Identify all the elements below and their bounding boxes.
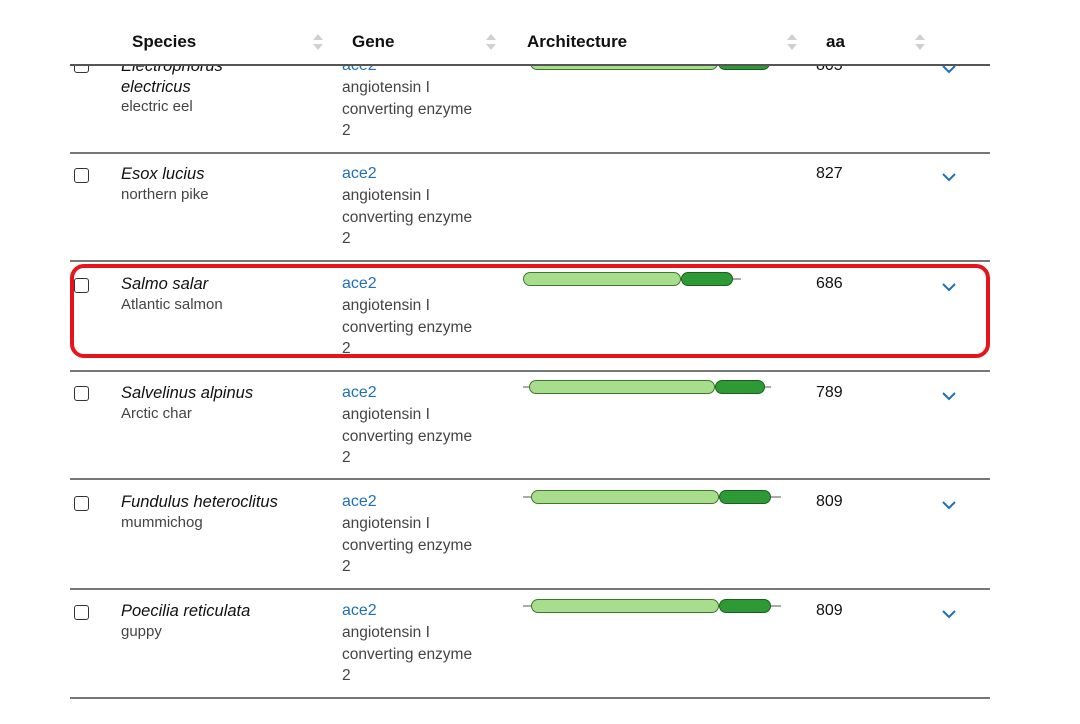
column-header-architecture[interactable]: Architecture — [527, 32, 628, 51]
table-row: Fundulus heteroclitus mummichog ace2 ang… — [70, 480, 990, 590]
row-checkbox[interactable] — [74, 496, 89, 511]
domain-architecture[interactable] — [523, 599, 783, 613]
common-name: Atlantic salmon — [121, 296, 223, 313]
row-checkbox[interactable] — [74, 168, 89, 183]
common-name: Arctic char — [121, 405, 192, 422]
sort-icon[interactable] — [787, 32, 797, 54]
species-name: Esox lucius — [121, 165, 205, 183]
gene-description: angiotensin I converting enzyme 2 — [342, 513, 502, 578]
gene-description-line: converting enzyme — [342, 427, 473, 445]
gene-link[interactable]: ace2 — [342, 602, 377, 619]
sort-icon[interactable] — [313, 32, 323, 54]
species-name: Salmo salar — [121, 275, 209, 293]
common-name: guppy — [121, 623, 162, 640]
gene-description-line: converting enzyme — [342, 536, 473, 554]
gene-description: angiotensin I converting enzyme 2 — [342, 77, 502, 142]
sort-icon[interactable] — [915, 32, 925, 54]
gene-description-line: 2 — [342, 340, 351, 357]
gene-description-line: 2 — [342, 122, 351, 139]
table-row: Poecilia reticulata guppy ace2 angiotens… — [70, 589, 990, 699]
sort-icon[interactable] — [486, 32, 496, 54]
chevron-down-icon[interactable] — [942, 607, 956, 621]
gene-description-line: converting enzyme — [342, 318, 473, 336]
gene-description-line: angiotensin I — [342, 515, 430, 532]
domain-architecture[interactable] — [523, 380, 773, 394]
table-row: Esox lucius northern pike ace2 angiotens… — [70, 152, 990, 262]
aa-length: 686 — [816, 275, 843, 292]
peptidase-domain — [531, 599, 719, 613]
table-row: Salvelinus alpinus Arctic char ace2 angi… — [70, 370, 990, 480]
species-name: Salvelinus alpinus — [121, 384, 254, 402]
domain-architecture[interactable] — [523, 272, 743, 286]
species-name: Poecilia reticulata — [121, 602, 251, 620]
gene-link[interactable]: ace2 — [342, 275, 377, 292]
common-name: electric eel — [121, 98, 193, 115]
collectrin-domain — [681, 272, 733, 286]
species-name: Fundulus heteroclitus — [121, 493, 278, 511]
column-header-gene[interactable]: Gene — [352, 32, 395, 51]
gene-description: angiotensin I converting enzyme 2 — [342, 404, 502, 469]
domain-architecture[interactable] — [523, 490, 783, 504]
gene-link[interactable]: ace2 — [342, 384, 377, 401]
row-checkbox[interactable] — [74, 605, 89, 620]
gene-description-line: 2 — [342, 449, 351, 466]
gene-description-line: angiotensin I — [342, 406, 430, 423]
collectrin-domain — [715, 380, 765, 394]
aa-length: 809 — [816, 493, 843, 510]
species-name-continued: electricus — [121, 78, 191, 96]
common-name: northern pike — [121, 186, 209, 203]
gene-description: angiotensin I converting enzyme 2 — [342, 295, 502, 360]
aa-length: 789 — [816, 384, 843, 401]
gene-link[interactable]: ace2 — [342, 493, 377, 510]
peptidase-domain — [529, 380, 715, 394]
gene-link[interactable]: ace2 — [342, 165, 377, 182]
gene-description: angiotensin I converting enzyme 2 — [342, 622, 502, 687]
row-checkbox[interactable] — [74, 386, 89, 401]
gene-description-line: converting enzyme — [342, 208, 473, 226]
table-header: Species Gene Architecture aa — [70, 0, 990, 66]
gene-description-line: converting enzyme — [342, 100, 473, 118]
gene-description-line: 2 — [342, 558, 351, 575]
column-header-species[interactable]: Species — [132, 32, 197, 51]
column-header-aa[interactable]: aa — [826, 32, 845, 51]
gene-description-line: angiotensin I — [342, 187, 430, 204]
gene-description-line: angiotensin I — [342, 297, 430, 314]
chevron-down-icon[interactable] — [942, 280, 956, 294]
gene-description: angiotensin I converting enzyme 2 — [342, 185, 502, 250]
common-name: mummichog — [121, 514, 203, 531]
chevron-down-icon[interactable] — [942, 389, 956, 403]
peptidase-domain — [531, 490, 719, 504]
gene-description-line: angiotensin I — [342, 624, 430, 641]
aa-length: 827 — [816, 165, 843, 182]
collectrin-domain — [719, 599, 771, 613]
aa-length: 809 — [816, 602, 843, 619]
chevron-down-icon[interactable] — [942, 498, 956, 512]
row-checkbox[interactable] — [74, 278, 89, 293]
chevron-down-icon[interactable] — [942, 62, 956, 76]
table-row: Salmo salar Atlantic salmon ace2 angiote… — [70, 262, 990, 372]
gene-description-line: 2 — [342, 230, 351, 247]
peptidase-domain — [523, 272, 681, 286]
chevron-down-icon[interactable] — [942, 170, 956, 184]
collectrin-domain — [719, 490, 771, 504]
gene-description-line: angiotensin I — [342, 79, 430, 96]
gene-description-line: converting enzyme — [342, 645, 473, 663]
gene-description-line: 2 — [342, 667, 351, 684]
